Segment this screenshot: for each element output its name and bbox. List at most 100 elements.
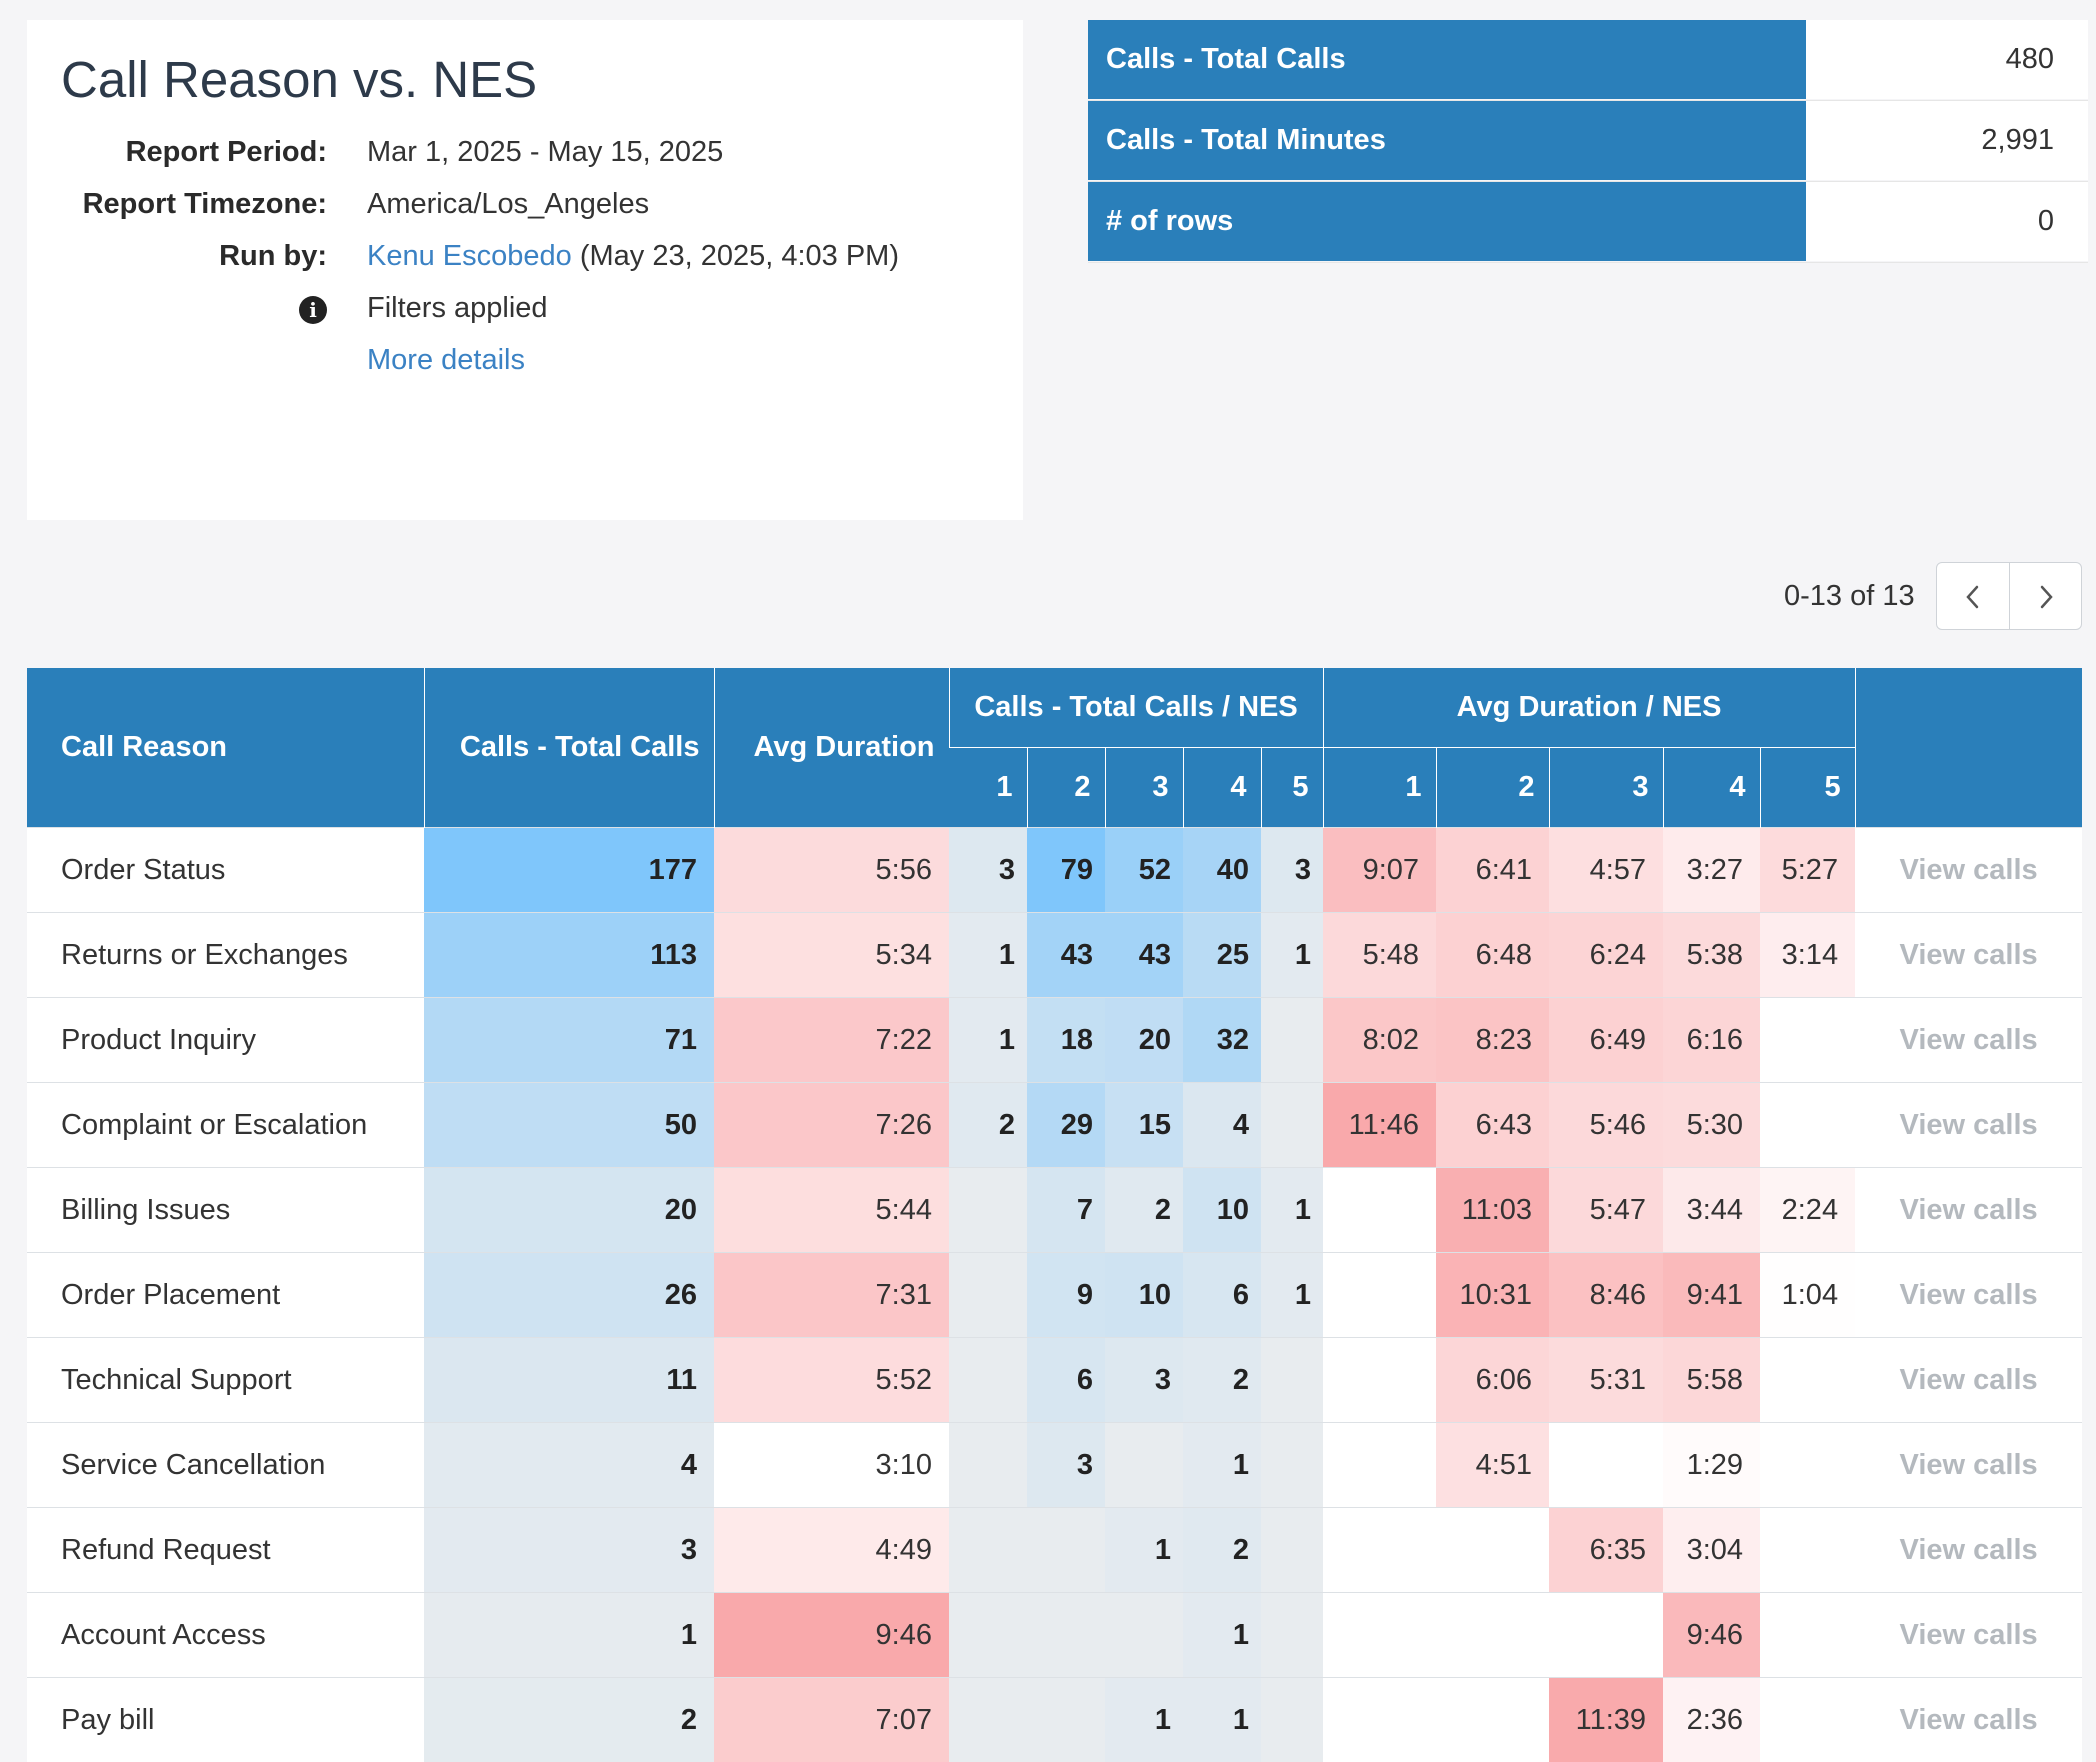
calls-nes-1-cell [949,1168,1027,1253]
calls-nes-2-cell: 3 [1027,1423,1105,1508]
header-calls-by-nes: Calls - Total Calls / NES [949,668,1323,748]
view-calls-link[interactable]: View calls [1855,998,2082,1083]
calls-nes-5-cell [1261,1593,1323,1678]
avg-duration-cell: 7:07 [714,1678,949,1762]
view-calls-link[interactable]: View calls [1855,1168,2082,1253]
duration-nes-2-cell [1436,1508,1549,1593]
summary-label: # of rows [1088,182,1806,261]
calls-nes-5-cell: 1 [1261,913,1323,998]
duration-nes-5-cell [1760,1508,1855,1593]
next-page-button[interactable] [2010,563,2082,629]
run-by-label: Run by: [219,240,327,273]
report-info-card: Call Reason vs. NES Report Period: Mar 1… [27,20,1023,520]
header-calls-nes-4[interactable]: 4 [1183,748,1261,828]
total-calls-cell: 1 [424,1593,714,1678]
view-calls-link[interactable]: View calls [1855,1338,2082,1423]
total-calls-cell: 177 [424,828,714,913]
duration-nes-2-cell: 8:23 [1436,998,1549,1083]
view-calls-link[interactable]: View calls [1855,1593,2082,1678]
more-details-row: More details [27,344,1023,394]
view-calls-link[interactable]: View calls [1855,1508,2082,1593]
run-by-time: (May 23, 2025, 4:03 PM) [580,240,899,272]
summary-table: Calls - Total Calls 480 Calls - Total Mi… [1088,20,2088,263]
view-calls-link[interactable]: View calls [1855,1253,2082,1338]
header-actions [1855,668,2082,828]
duration-nes-5-cell [1760,1423,1855,1508]
avg-duration-cell: 5:56 [714,828,949,913]
calls-nes-5-cell: 3 [1261,828,1323,913]
duration-nes-3-cell: 6:35 [1549,1508,1663,1593]
duration-nes-1-cell [1323,1168,1436,1253]
call-reason-cell: Pay bill [27,1678,424,1762]
duration-nes-3-cell: 5:31 [1549,1338,1663,1423]
previous-page-button[interactable] [1937,563,2009,629]
calls-nes-4-cell: 32 [1183,998,1261,1083]
calls-nes-5-cell: 1 [1261,1168,1323,1253]
calls-nes-1-cell: 2 [949,1083,1027,1168]
calls-nes-3-cell: 2 [1105,1168,1183,1253]
calls-nes-1-cell [949,1508,1027,1593]
call-reason-table: Call Reason Calls - Total Calls Avg Dura… [27,668,2082,1762]
header-dur-nes-1[interactable]: 1 [1323,748,1436,828]
duration-nes-3-cell [1549,1593,1663,1678]
calls-nes-5-cell [1261,1678,1323,1762]
duration-nes-4-cell: 1:29 [1663,1423,1760,1508]
duration-nes-3-cell: 11:39 [1549,1678,1663,1762]
avg-duration-cell: 5:52 [714,1338,949,1423]
call-reason-cell: Product Inquiry [27,998,424,1083]
avg-duration-cell: 5:44 [714,1168,949,1253]
call-reason-cell: Service Cancellation [27,1423,424,1508]
header-dur-nes-5[interactable]: 5 [1760,748,1855,828]
pagination-controls [1936,562,2082,630]
header-total-calls[interactable]: Calls - Total Calls [424,668,714,828]
chevron-left-icon [1963,584,1983,610]
calls-nes-2-cell [1027,1508,1105,1593]
view-calls-link[interactable]: View calls [1855,1423,2082,1508]
total-calls-cell: 26 [424,1253,714,1338]
header-call-reason[interactable]: Call Reason [27,668,424,828]
calls-nes-5-cell [1261,1423,1323,1508]
duration-nes-5-cell: 2:24 [1760,1168,1855,1253]
calls-nes-1-cell [949,1253,1027,1338]
header-row: Call Reason Calls - Total Calls Avg Dura… [27,668,2082,748]
duration-nes-2-cell: 4:51 [1436,1423,1549,1508]
duration-nes-5-cell [1760,1083,1855,1168]
summary-label: Calls - Total Minutes [1088,101,1806,180]
header-dur-nes-3[interactable]: 3 [1549,748,1663,828]
header-avg-duration[interactable]: Avg Duration [714,668,949,828]
summary-value: 480 [1806,20,2088,99]
info-icon[interactable]: i [299,296,327,324]
duration-nes-4-cell: 6:16 [1663,998,1760,1083]
view-calls-link[interactable]: View calls [1855,828,2082,913]
duration-nes-3-cell [1549,1423,1663,1508]
avg-duration-cell: 3:10 [714,1423,949,1508]
calls-nes-1-cell [949,1593,1027,1678]
view-calls-link[interactable]: View calls [1855,1083,2082,1168]
total-calls-cell: 113 [424,913,714,998]
more-details-link[interactable]: More details [367,344,525,377]
duration-nes-1-cell [1323,1678,1436,1762]
duration-nes-2-cell: 6:43 [1436,1083,1549,1168]
total-calls-cell: 3 [424,1508,714,1593]
view-calls-link[interactable]: View calls [1855,1678,2082,1762]
report-timezone-label: Report Timezone: [83,188,327,221]
duration-nes-3-cell: 5:47 [1549,1168,1663,1253]
header-calls-nes-2[interactable]: 2 [1027,748,1105,828]
header-calls-nes-3[interactable]: 3 [1105,748,1183,828]
calls-nes-3-cell: 20 [1105,998,1183,1083]
filters-row: i Filters applied [27,292,1023,342]
header-calls-nes-5[interactable]: 5 [1261,748,1323,828]
header-calls-nes-1[interactable]: 1 [949,748,1027,828]
header-dur-nes-4[interactable]: 4 [1663,748,1760,828]
header-dur-nes-2[interactable]: 2 [1436,748,1549,828]
view-calls-link[interactable]: View calls [1855,913,2082,998]
calls-nes-1-cell [949,1338,1027,1423]
page-title: Call Reason vs. NES [61,50,537,109]
calls-nes-5-cell [1261,1508,1323,1593]
run-by-user-link[interactable]: Kenu Escobedo [367,240,572,272]
